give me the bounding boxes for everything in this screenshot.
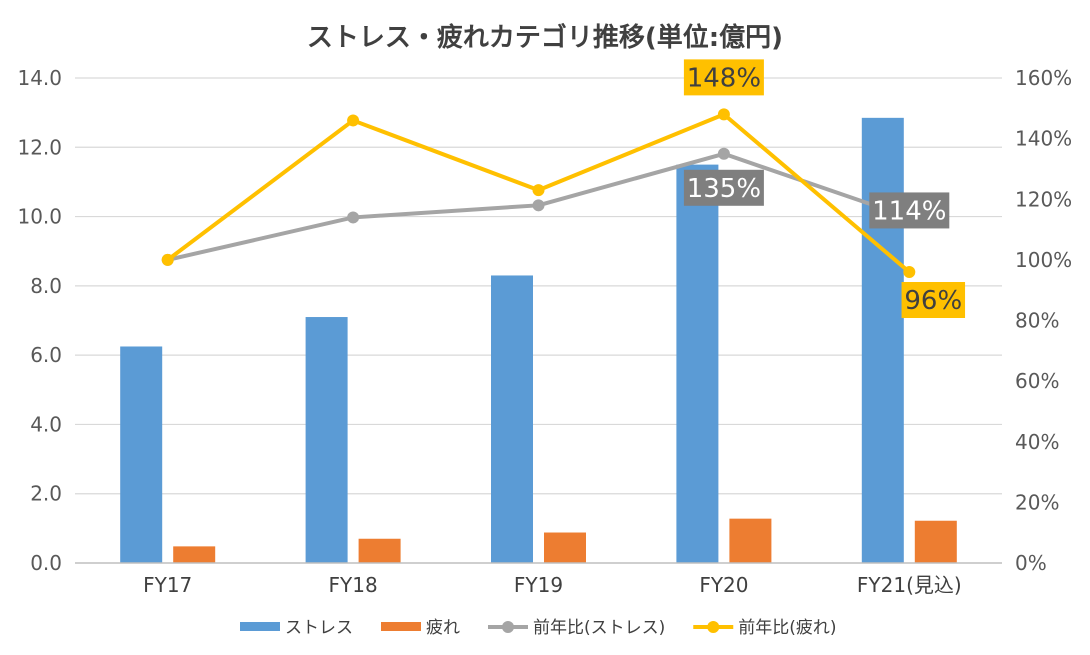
y-right-tick-label: 140% bbox=[1015, 127, 1072, 151]
bar-fatigue bbox=[914, 520, 957, 563]
data-label: 135% bbox=[687, 174, 761, 204]
y-left-tick-label: 12.0 bbox=[17, 135, 62, 159]
line-series bbox=[161, 108, 916, 278]
y-right-tick-label: 80% bbox=[1015, 309, 1059, 333]
x-tick-label: FY21(見込) bbox=[857, 573, 962, 597]
bar-fatigue bbox=[173, 546, 216, 563]
bar-fatigue bbox=[729, 518, 772, 563]
line-point bbox=[717, 147, 730, 160]
line-point bbox=[161, 253, 174, 266]
y-right-tick-label: 20% bbox=[1015, 490, 1059, 514]
line-point bbox=[532, 184, 545, 197]
y-left-tick-label: 10.0 bbox=[17, 205, 62, 229]
legend-label: 疲れ bbox=[426, 618, 460, 638]
data-labels: 135% 114% 148% 96% bbox=[683, 59, 966, 318]
bar-stress bbox=[676, 164, 719, 563]
data-label: 114% bbox=[872, 196, 946, 226]
bar-stress bbox=[305, 317, 348, 563]
legend-label: 前年比(ストレス) bbox=[533, 618, 665, 638]
legend-swatch bbox=[240, 622, 280, 631]
y-right-tick-label: 40% bbox=[1015, 430, 1059, 454]
x-tick-label: FY19 bbox=[514, 573, 563, 597]
y-left-tick-label: 2.0 bbox=[30, 482, 62, 506]
y-right-tick-label: 160% bbox=[1015, 66, 1072, 90]
bar-series bbox=[120, 117, 957, 563]
legend-marker bbox=[502, 621, 514, 633]
legend-swatch bbox=[381, 622, 421, 631]
right-axis: 0% 20% 40% 60% 80% 100% 120% 140% 160% bbox=[1015, 66, 1072, 575]
x-tick-label: FY20 bbox=[699, 573, 748, 597]
data-label: 148% bbox=[687, 63, 761, 93]
line-point bbox=[347, 114, 360, 127]
y-left-tick-label: 0.0 bbox=[30, 551, 62, 575]
x-tick-label: FY17 bbox=[143, 573, 192, 597]
y-right-tick-label: 120% bbox=[1015, 187, 1072, 211]
legend: ストレス 疲れ 前年比(ストレス) 前年比(疲れ) bbox=[240, 618, 837, 638]
line-point bbox=[532, 199, 545, 212]
data-label-box bbox=[683, 169, 764, 206]
bar-stress bbox=[861, 117, 904, 563]
y-left-tick-label: 8.0 bbox=[30, 274, 62, 298]
left-axis: 0.0 2.0 4.0 6.0 8.0 10.0 12.0 14.0 bbox=[17, 66, 62, 575]
legend-marker bbox=[707, 621, 720, 633]
y-right-tick-label: 0% bbox=[1015, 551, 1047, 575]
y-left-tick-label: 6.0 bbox=[30, 343, 62, 367]
y-left-tick-label: 4.0 bbox=[30, 412, 62, 436]
y-right-tick-label: 100% bbox=[1015, 248, 1072, 272]
bar-stress bbox=[120, 346, 163, 563]
bar-fatigue bbox=[358, 538, 401, 563]
line-point bbox=[717, 108, 730, 121]
legend-label: 前年比(疲れ) bbox=[738, 618, 836, 638]
line-point bbox=[903, 266, 916, 278]
x-tick-label: FY18 bbox=[329, 573, 378, 597]
line-point bbox=[347, 211, 360, 224]
data-label-box bbox=[683, 59, 764, 96]
data-label-box bbox=[901, 282, 966, 318]
y-left-tick-label: 14.0 bbox=[17, 66, 62, 90]
y-right-tick-label: 60% bbox=[1015, 369, 1059, 393]
data-label-box bbox=[869, 192, 950, 229]
gridlines bbox=[75, 77, 1002, 495]
data-label: 96% bbox=[904, 286, 962, 316]
chart-title: ストレス・疲れカテゴリ推移(単位:億円) bbox=[307, 22, 783, 53]
x-axis: FY17 FY18 FY19 FY20 FY21(見込) bbox=[75, 562, 1002, 597]
bar-stress bbox=[491, 275, 533, 563]
bar-fatigue bbox=[544, 532, 586, 563]
legend-label: ストレス bbox=[285, 618, 353, 638]
